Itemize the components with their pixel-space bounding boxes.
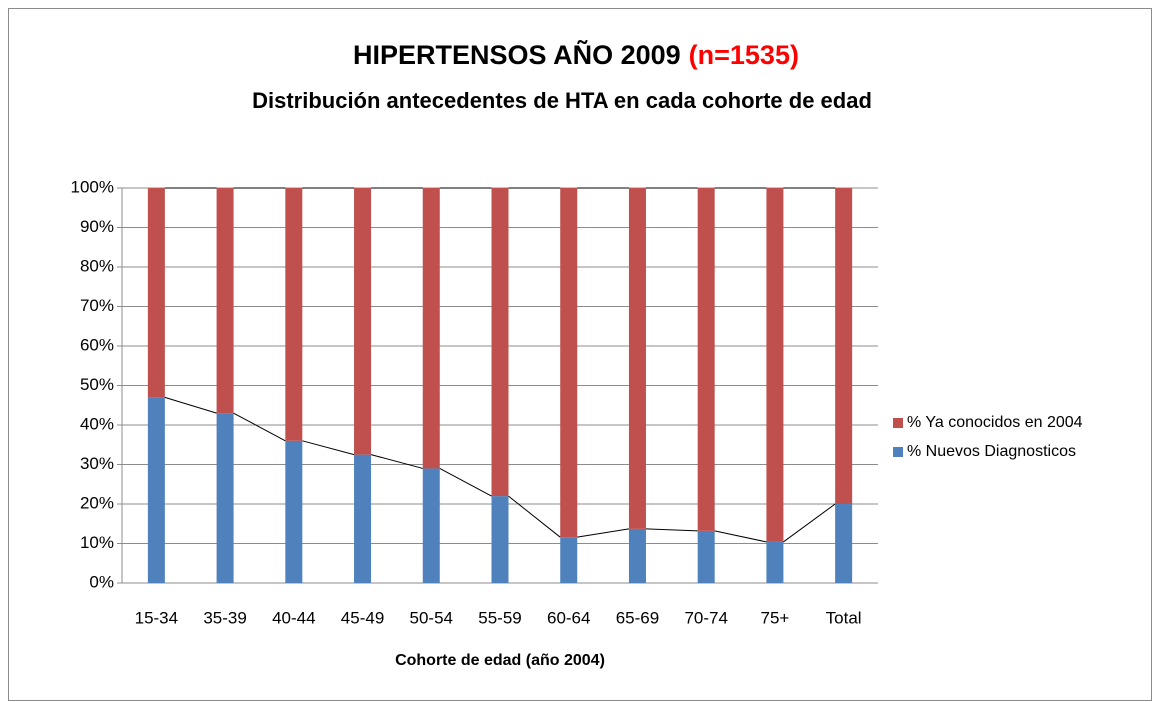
bar [491,188,509,497]
bar [697,530,715,583]
bar [697,188,715,531]
series-line [714,530,767,543]
x-tick-label: 70-74 [684,608,727,627]
bar [628,188,646,529]
legend-label: % Ya conocidos en 2004 [907,414,1083,431]
bar [560,188,578,538]
bar [216,188,234,414]
y-tick-label: 0% [89,572,114,591]
y-tick-label: 40% [80,414,114,433]
bar [354,188,372,455]
bar [422,188,440,469]
title-main: HIPERTENSOS AÑO 2009 [353,39,681,70]
x-tick-label: 45-49 [341,608,384,627]
y-tick-label: 50% [80,375,114,394]
bar [216,413,234,583]
series-line [577,528,630,538]
series-line [783,503,836,543]
x-tick-label: 60-64 [547,608,590,627]
bar [147,188,165,398]
series-line [370,454,423,469]
series-line [439,468,492,497]
chart-title: HIPERTENSOS AÑO 2009 (n=1535) [353,39,799,70]
bar [354,454,372,583]
legend-swatch [893,447,903,457]
bar [835,188,853,504]
bar [491,496,509,583]
bar [766,188,784,542]
legend-label: % Nuevos Diagnosticos [907,443,1076,460]
x-tick-label: 40-44 [272,608,315,627]
legend-swatch [893,418,903,428]
series-line [645,528,698,532]
bar [285,188,303,441]
x-tick-label: 75+ [760,608,789,627]
y-tick-label: 10% [80,533,114,552]
x-tick-label: 50-54 [410,608,453,627]
y-tick-label: 80% [80,256,114,275]
bar [422,468,440,583]
bar [766,541,784,583]
x-axis-label: Cohorte de edad (año 2004) [395,652,605,669]
x-tick-label: 65-69 [616,608,659,627]
series-line [302,440,355,456]
y-tick-label: 70% [80,296,114,315]
series-line [233,412,286,442]
chart-frame [8,8,1152,701]
y-tick-label: 20% [80,493,114,512]
y-tick-label: 100% [71,177,114,196]
y-tick-label: 90% [80,217,114,236]
bar [147,397,165,583]
title-note: (n=1535) [689,40,799,70]
y-tick-label: 30% [80,454,114,473]
y-tick-label: 60% [80,335,114,354]
bar [835,504,853,583]
bar [628,528,646,583]
series-line [164,396,217,414]
chart-subtitle: Distribución antecedentes de HTA en cada… [252,88,872,113]
x-tick-label: 35-39 [203,608,246,627]
x-tick-label: Total [826,608,862,627]
bar [285,440,303,583]
bar [560,537,578,583]
x-tick-label: 15-34 [135,608,178,627]
series-line [508,495,561,538]
x-tick-label: 55-59 [478,608,521,627]
